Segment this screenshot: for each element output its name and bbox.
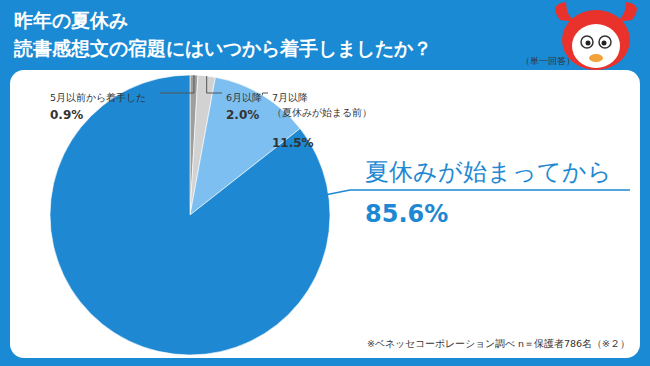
background	[0, 0, 650, 366]
text-line: 6月以降	[226, 92, 262, 103]
mascot-pupil	[602, 41, 607, 46]
leader-line	[160, 75, 194, 93]
mascot-eye	[581, 36, 593, 48]
data-label: 0.9%	[50, 108, 83, 122]
data-label: 2.0%	[226, 108, 259, 122]
chart: 昨年の夏休み読書感想文の宿題にはいつから着手しましたか？ （単一回答） ※ベネッセコ…	[0, 0, 650, 366]
data-label: 85.6%	[365, 200, 448, 228]
text-line: 7月以降	[272, 92, 308, 103]
mascot-eye	[599, 36, 611, 48]
mascot-mouth	[589, 54, 603, 62]
category-label: 夏休みが始まってから	[365, 158, 612, 186]
leader-line	[262, 93, 268, 95]
category-label: 7月以降 （夏休みが始まる前）	[272, 92, 372, 118]
panel	[10, 70, 640, 358]
annotation: ※ベネッセコーポレーション調べ n＝保護者786名（※２）	[367, 338, 630, 349]
category-label: 6月以降	[226, 92, 262, 103]
leader-line	[207, 76, 222, 93]
leader-line	[287, 190, 630, 202]
mascot-pupil	[586, 41, 591, 46]
mascot-face	[572, 24, 620, 68]
text-line: 昨年の夏休み	[14, 9, 128, 31]
data-label: 11.5%	[272, 136, 314, 150]
title: 昨年の夏休み読書感想文の宿題にはいつから着手しましたか？	[13, 9, 432, 59]
text-line: 読書感想文の宿題にはいつから着手しましたか？	[13, 37, 432, 59]
text-line: 夏休みが始まってから	[365, 158, 612, 186]
text-line: （夏休みが始まる前）	[272, 107, 372, 118]
labels: 5月以前から着手した 0.9% 6月以降 2.0% 7月以降 （夏休みが始まる前） 11.5…	[50, 75, 630, 228]
category-label: 5月以前から着手した	[50, 92, 146, 103]
annotation: （単一回答）	[521, 56, 575, 66]
text-line: 5月以前から着手した	[50, 92, 146, 103]
